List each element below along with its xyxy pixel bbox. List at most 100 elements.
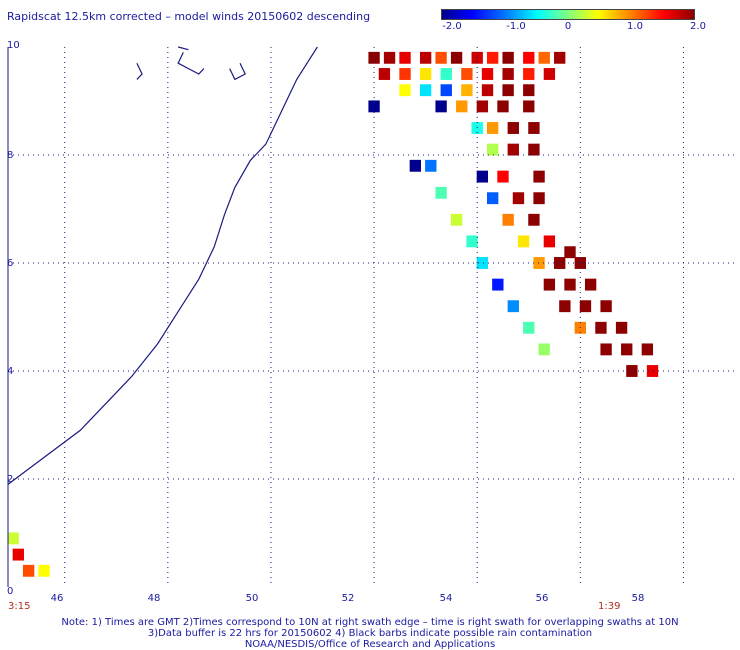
note-line-1: Note: 1) Times are GMT 2)Times correspon…: [61, 617, 679, 628]
swath-cell: [528, 143, 540, 156]
swath-cell: [626, 365, 638, 377]
swath-cell: [476, 100, 489, 113]
swath-cell: [476, 170, 489, 183]
colorbar-label: 1.0: [627, 21, 643, 32]
swath-cell: [435, 186, 447, 199]
island-outline: [177, 46, 189, 51]
swath-cell: [399, 68, 411, 80]
swath-cell: [528, 122, 540, 134]
colorbar-label: -2.0: [442, 21, 462, 32]
swath-cell: [481, 68, 494, 80]
swath-cell: [528, 213, 540, 226]
swath-cell: [378, 68, 391, 80]
swath-cell: [456, 100, 468, 113]
swath-cell: [533, 192, 545, 205]
y-tick-label: 0: [7, 586, 14, 597]
swath-cell: [523, 68, 535, 80]
swath-cell: [368, 100, 380, 113]
swath-cell: [543, 68, 556, 80]
y-tick-label: 8: [7, 150, 14, 161]
island-outline: [229, 62, 246, 81]
swath-cell: [584, 278, 597, 291]
swath-cell: [497, 170, 509, 183]
colorbar-label: -1.0: [506, 21, 526, 32]
x-tick-label: 46: [50, 593, 64, 604]
swath-cell: [466, 235, 478, 248]
x-tick-label: 58: [631, 593, 645, 604]
colorbar-label: 0: [564, 21, 572, 32]
swath-cell: [22, 564, 35, 577]
swath-cell: [435, 51, 447, 64]
y-tick-label: 2: [7, 474, 14, 485]
swath-cell: [554, 51, 566, 64]
swath-cell: [564, 278, 576, 291]
swath-cell: [502, 213, 514, 226]
swath-cell: [533, 257, 545, 269]
swath-cell: [461, 68, 473, 80]
swath-cell: [564, 246, 576, 259]
y-tick-label: 6: [7, 258, 14, 269]
x-tick-label: 56: [535, 593, 549, 604]
swath-cell: [595, 321, 607, 334]
swath-cell: [399, 84, 411, 97]
swath-cell: [419, 51, 432, 64]
swath-cell: [502, 51, 514, 64]
y-tick-label: 4: [7, 366, 14, 377]
swath-cell: [507, 300, 519, 313]
swath-cell: [615, 321, 628, 334]
map-title: Rapidscat 12.5km corrected – model winds…: [7, 10, 371, 23]
coastline: [7, 46, 318, 485]
swath-cell: [38, 564, 50, 577]
swath-cell: [425, 159, 437, 172]
swath-cell: [523, 100, 535, 113]
colorbar: [441, 9, 695, 20]
swath-cell: [435, 100, 447, 113]
swath-cell: [7, 532, 19, 545]
swath-cell: [543, 235, 556, 248]
swath-cell: [450, 213, 463, 226]
swath-cell: [538, 51, 550, 64]
swath-cell: [409, 159, 421, 172]
swath-cell: [559, 300, 571, 313]
time-left: 3:15: [8, 601, 31, 612]
swath-cell: [461, 84, 473, 97]
swath-cell: [579, 300, 592, 313]
swath-cell: [486, 192, 499, 205]
island-outline: [136, 62, 143, 80]
island-outline: [177, 52, 205, 75]
y-tick-label: 10: [7, 40, 20, 51]
swath-cell: [507, 122, 519, 134]
swath-cell: [543, 278, 556, 291]
swath-cell: [481, 84, 494, 97]
swath-cell: [517, 235, 530, 248]
swath-cell: [512, 192, 525, 205]
swath-cell: [399, 51, 411, 64]
x-tick-label: 48: [147, 593, 161, 604]
swath-cell: [492, 278, 504, 291]
swath-cell: [523, 84, 535, 97]
swath-cell: [12, 548, 24, 561]
swath-cell: [554, 257, 566, 269]
x-tick-label: 50: [245, 593, 259, 604]
swath-cell: [507, 143, 519, 156]
swath-cell: [419, 84, 432, 97]
swath-cell: [600, 300, 612, 313]
swath-cell: [502, 68, 514, 80]
swath-cell: [533, 170, 545, 183]
swath-cell: [440, 84, 452, 97]
swath-cell: [523, 321, 535, 334]
swath-cell: [523, 51, 535, 64]
x-tick-label: 54: [439, 593, 453, 604]
swath-cell: [646, 365, 659, 377]
swath-cell: [440, 68, 452, 80]
swath-cell: [641, 343, 654, 356]
swath-cell: [450, 51, 463, 64]
colorbar-label: 2.0: [690, 21, 706, 32]
swath-cell: [621, 343, 633, 356]
swath-cell: [476, 257, 489, 269]
swath-cell: [419, 68, 432, 80]
note-line-2: 3)Data buffer is 22 hrs for 20150602 4) …: [147, 628, 593, 639]
swath-cell: [383, 51, 396, 64]
swath-cell: [497, 100, 509, 113]
